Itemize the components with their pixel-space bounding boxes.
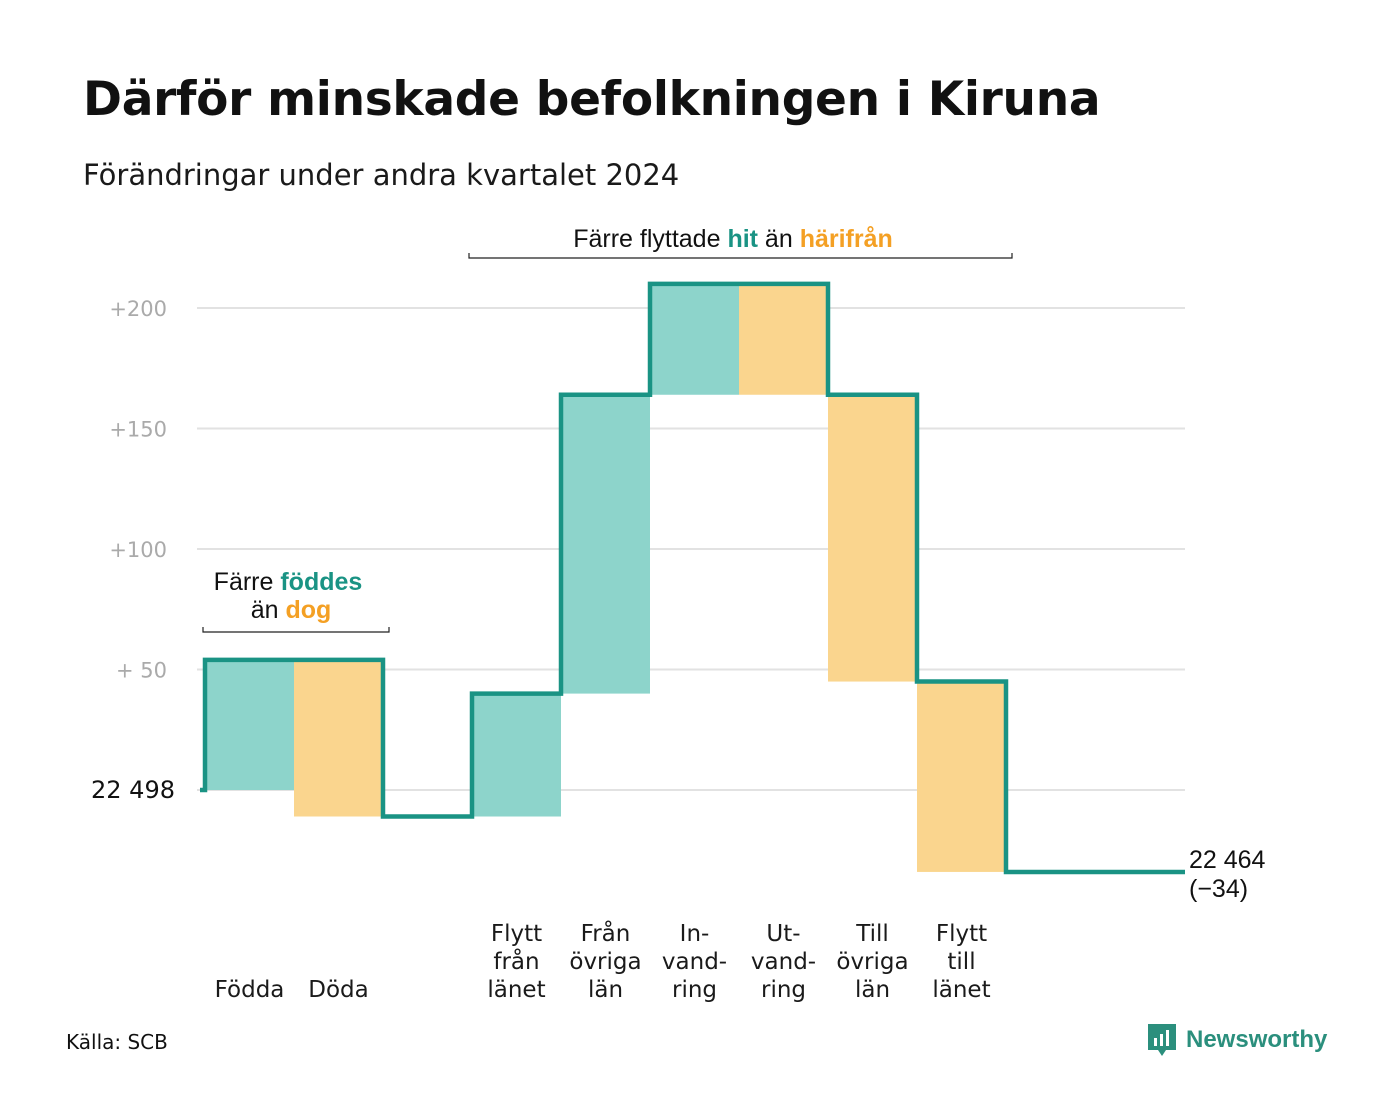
chart-title: Därför minskade befolkningen i Kiruna [83,72,1101,127]
bar-decrease [294,659,383,817]
source-note: Källa: SCB [66,1030,168,1054]
x-axis-label: övriga [836,949,908,975]
bar-increase [205,659,294,790]
x-axis-label: vand- [751,949,816,975]
bar-increase [650,283,739,395]
moves-bracket [468,253,1013,259]
x-axis-label: Till [855,921,889,947]
bar-decrease [739,283,828,395]
bar-decrease [828,394,917,682]
bar-increase [472,693,561,817]
x-axis-label: län [588,977,623,1003]
x-axis-label: ring [672,977,717,1003]
waterfall-chart: +200+150+100+ 50 Födda DödaFlyttfrånlänet… [91,225,1266,1003]
end-value-label: 22 464 [1189,846,1266,874]
brand-name: Newsworthy [1186,1026,1328,1053]
x-axis-label: vand- [662,949,727,975]
bar-decrease [917,681,1006,872]
births-annotation: Färre föddes än dog [202,568,390,633]
end-change-label: (−34) [1189,875,1248,903]
births-annotation-line2: än dog [251,596,332,624]
y-tick-label: +200 [109,297,167,321]
births-bracket [202,627,390,633]
moves-annotation: Färre flyttade hit än härifrån [468,225,1013,259]
x-axis-label: länet [932,977,990,1003]
x-axis-label: In- [680,921,710,947]
x-axis-label: övriga [569,949,641,975]
y-tick-label: +150 [109,418,167,442]
x-axis-label: från [493,947,539,975]
chart-subtitle: Förändringar under andra kvartalet 2024 [83,158,680,192]
bars [205,283,1006,872]
start-value-label: 22 498 [91,776,175,804]
moves-annotation-text: Färre flyttade hit än härifrån [573,225,893,253]
x-axis-label: Döda [308,977,368,1003]
cumulative-step-line [200,281,1185,875]
x-axis-labels: Födda DödaFlyttfrånlänetFrånövrigalänIn-v… [215,919,991,1003]
newsworthy-logo-icon [1148,1024,1176,1056]
y-axis-ticks: +200 +150 +100 + 50 [109,297,167,683]
bar-increase [561,394,650,694]
births-annotation-line1: Färre föddes [214,568,363,596]
x-axis-label: Flytt [936,921,987,947]
x-axis-label: Födda [215,977,285,1003]
x-axis-label: län [855,977,890,1003]
x-axis-label: ring [761,977,806,1003]
x-axis-label: till [947,949,975,975]
x-axis-label: länet [487,977,545,1003]
brand-logo: Newsworthy [1146,1022,1327,1058]
y-tick-label: +100 [109,538,167,562]
y-tick-label: + 50 [116,659,167,683]
x-axis-label: Ut- [766,921,800,947]
cumulative-line [200,281,1185,875]
x-axis-label: Flytt [491,921,542,947]
x-axis-label: Från [581,919,631,947]
